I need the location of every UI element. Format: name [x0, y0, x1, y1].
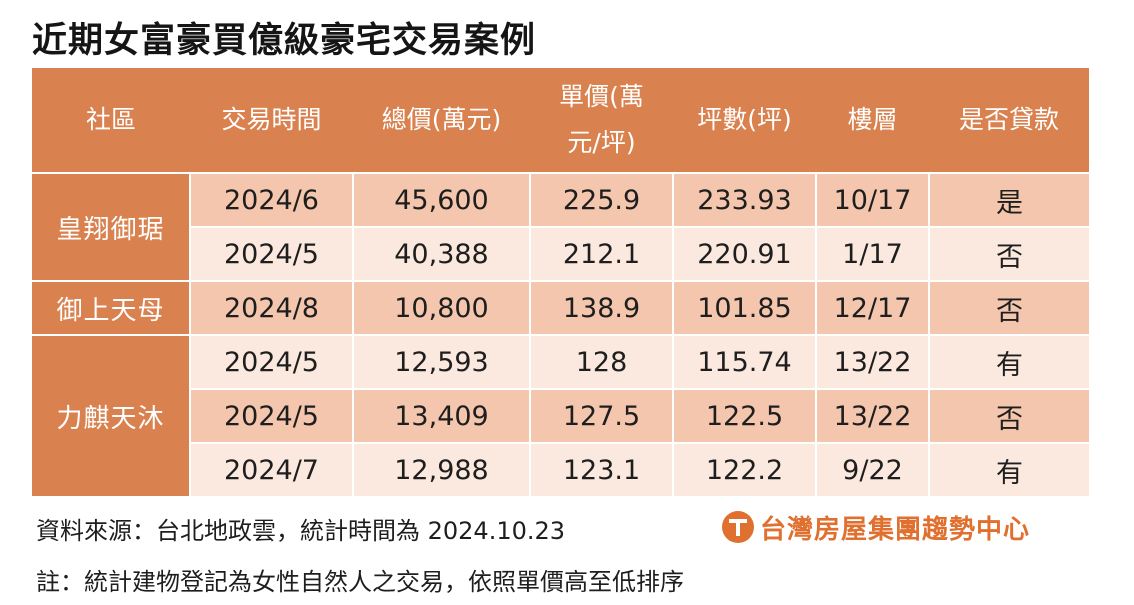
date-cell: 2024/7 — [189, 442, 354, 498]
floor-cell: 9/22 — [815, 442, 930, 498]
total-price-cell: 12,988 — [352, 442, 531, 498]
header-unit-price: 單價(萬元/坪) — [530, 68, 673, 173]
total-price-cell: 10,800 — [352, 280, 531, 336]
header-area: 坪數(坪) — [673, 68, 816, 173]
loan-cell: 有 — [928, 442, 1089, 498]
area-cell: 220.91 — [672, 226, 817, 282]
unit-price-cell: 138.9 — [529, 280, 674, 336]
header-community: 社區 — [32, 68, 190, 173]
header-unit-price-line1: 單價(萬 — [559, 82, 644, 111]
total-price-cell: 13,409 — [352, 388, 531, 444]
floor-cell: 13/22 — [815, 388, 930, 444]
table-row: 御上天母 2024/8 10,800 138.9 101.85 12/17 否 — [32, 280, 1089, 336]
header-total-price: 總價(萬元) — [353, 68, 530, 173]
table-row: 皇翔御琚 2024/6 45,600 225.9 233.93 10/17 是 — [32, 172, 1089, 282]
header-loan: 是否貸款 — [929, 68, 1089, 173]
footnote: 註：統計建物登記為女性自然人之交易，依照單價高至低排序 — [36, 568, 684, 596]
floor-cell: 12/17 — [815, 280, 930, 336]
unit-price-cell: 123.1 — [529, 442, 674, 498]
total-price-cell: 40,388 — [352, 226, 531, 282]
loan-cell: 有 — [928, 334, 1089, 390]
floor-cell: 10/17 — [815, 172, 930, 228]
date-cell: 2024/6 — [189, 172, 354, 228]
table-row: 2024/5 13,409 127.5 122.5 13/22 否 — [32, 388, 1089, 444]
area-cell: 233.93 — [672, 172, 817, 228]
brand-logo-icon — [722, 511, 754, 543]
community-cell: 力麒天沐 — [32, 334, 191, 498]
loan-cell: 是 — [928, 172, 1089, 228]
page-title: 近期女富豪買億級豪宅交易案例 — [32, 21, 537, 61]
loan-cell: 否 — [928, 226, 1089, 282]
community-cell: 皇翔御琚 — [32, 172, 191, 282]
unit-price-cell: 225.9 — [529, 172, 674, 228]
date-cell: 2024/5 — [189, 334, 354, 390]
total-price-cell: 12,593 — [352, 334, 531, 390]
brand-logo-text: 台灣房屋集團趨勢中心 — [760, 514, 1031, 545]
loan-cell: 否 — [928, 280, 1089, 336]
header-unit-price-line2: 元/坪) — [567, 128, 636, 157]
date-cell: 2024/8 — [189, 280, 354, 336]
date-cell: 2024/5 — [189, 226, 354, 282]
loan-cell: 否 — [928, 388, 1089, 444]
unit-price-cell: 212.1 — [529, 226, 674, 282]
floor-cell: 13/22 — [815, 334, 930, 390]
source-note: 資料來源：台北地政雲，統計時間為 2024.10.23 — [36, 517, 566, 545]
community-cell: 御上天母 — [32, 280, 191, 336]
area-cell: 122.5 — [672, 388, 817, 444]
area-cell: 115.74 — [672, 334, 817, 390]
table-header-row: 社區 交易時間 總價(萬元) 單價(萬元/坪) 坪數(坪) 樓層 是否貸款 — [32, 68, 1089, 173]
unit-price-cell: 127.5 — [529, 388, 674, 444]
header-floor: 樓層 — [816, 68, 929, 173]
floor-cell: 1/17 — [815, 226, 930, 282]
transaction-table: 社區 交易時間 總價(萬元) 單價(萬元/坪) 坪數(坪) 樓層 是否貸款 皇翔… — [32, 68, 1089, 498]
table-row: 力麒天沐 2024/5 12,593 128 115.74 13/22 有 — [32, 334, 1089, 498]
area-cell: 101.85 — [672, 280, 817, 336]
area-cell: 122.2 — [672, 442, 817, 498]
total-price-cell: 45,600 — [352, 172, 531, 228]
date-cell: 2024/5 — [189, 388, 354, 444]
table-row: 2024/5 40,388 212.1 220.91 1/17 否 — [32, 226, 1089, 282]
unit-price-cell: 128 — [529, 334, 674, 390]
table-row: 2024/7 12,988 123.1 122.2 9/22 有 — [32, 442, 1089, 498]
brand-logo: 台灣房屋集團趨勢中心 — [722, 508, 1030, 546]
header-date: 交易時間 — [190, 68, 353, 173]
